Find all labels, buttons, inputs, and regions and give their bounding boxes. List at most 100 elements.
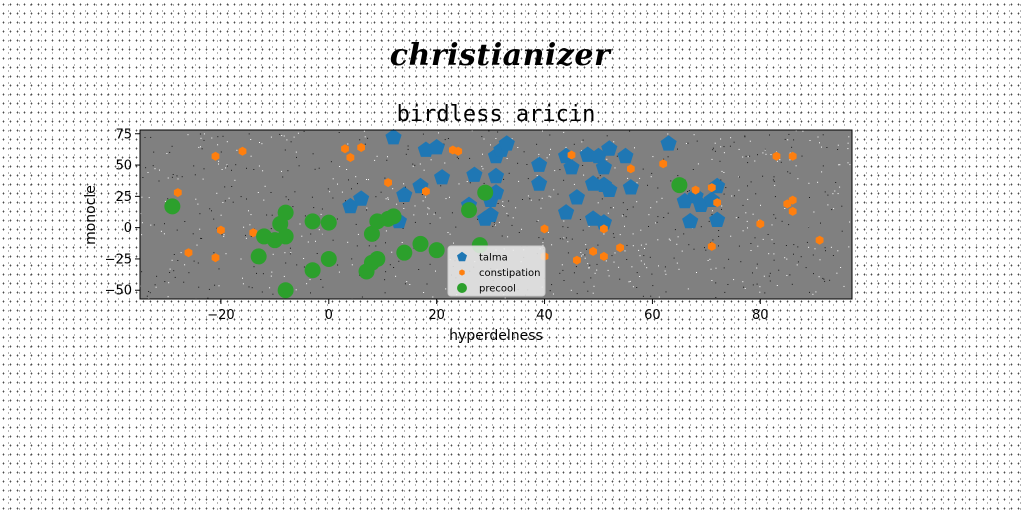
noise-speck <box>565 146 567 148</box>
noise-speck <box>597 244 599 246</box>
constipation-point <box>756 219 765 229</box>
constipation-point <box>249 228 258 238</box>
noise-speck <box>813 211 815 213</box>
noise-speck <box>770 154 772 156</box>
noise-speck <box>337 264 339 266</box>
noise-speck <box>795 165 797 167</box>
x-tick-label: 60 <box>644 308 661 323</box>
noise-speck <box>517 162 519 164</box>
noise-speck <box>657 216 659 218</box>
noise-speck <box>841 230 843 232</box>
noise-speck <box>251 287 253 289</box>
noise-speck <box>650 295 652 297</box>
noise-speck <box>169 268 171 270</box>
noise-speck <box>621 215 623 217</box>
talma-point <box>601 140 618 156</box>
legend-label-precool: precool <box>479 284 516 295</box>
noise-speck <box>582 165 584 166</box>
noise-speck <box>715 297 717 298</box>
noise-speck <box>747 162 749 164</box>
noise-speck <box>288 199 290 201</box>
noise-speck <box>594 272 596 274</box>
noise-speck <box>837 144 839 146</box>
noise-speck <box>809 197 810 198</box>
precool-point <box>363 225 380 242</box>
noise-speck <box>650 207 652 209</box>
noise-speck <box>626 259 628 260</box>
noise-speck <box>199 213 201 215</box>
noise-speck <box>747 227 748 229</box>
noise-speck <box>849 221 851 223</box>
noise-speck <box>246 167 247 169</box>
precool-point <box>461 202 478 219</box>
noise-speck <box>482 168 484 170</box>
noise-speck <box>639 255 641 257</box>
noise-speck <box>440 185 442 187</box>
noise-speck <box>315 240 316 242</box>
noise-speck <box>723 146 725 148</box>
noise-speck <box>632 245 634 247</box>
noise-speck <box>718 230 720 231</box>
noise-speck <box>648 214 650 216</box>
noise-speck <box>677 175 679 177</box>
noise-speck <box>248 286 250 288</box>
precool-point <box>277 282 294 299</box>
noise-speck <box>546 157 548 159</box>
noise-speck <box>723 152 725 154</box>
noise-speck <box>200 137 202 139</box>
noise-speck <box>264 185 266 187</box>
noise-speck <box>849 164 851 166</box>
noise-speck <box>494 224 496 226</box>
noise-speck <box>721 205 723 207</box>
noise-speck <box>762 175 764 177</box>
noise-speck <box>768 253 770 255</box>
noise-speck <box>458 158 459 160</box>
noise-speck <box>744 136 746 138</box>
noise-speck <box>240 258 242 260</box>
noise-speck <box>551 244 553 246</box>
noise-speck <box>404 283 406 285</box>
noise-speck <box>518 180 520 182</box>
noise-speck <box>773 180 775 182</box>
noise-speck <box>835 182 837 183</box>
noise-speck <box>447 138 449 139</box>
noise-speck <box>773 176 775 178</box>
noise-speck <box>253 169 255 170</box>
noise-speck <box>724 291 726 293</box>
noise-speck <box>747 156 749 158</box>
noise-speck <box>395 275 397 277</box>
noise-speck <box>171 259 173 261</box>
noise-speck <box>676 243 678 245</box>
noise-speck <box>776 285 778 286</box>
noise-speck <box>622 214 624 216</box>
talma-point <box>682 212 699 229</box>
noise-speck <box>456 156 458 158</box>
noise-speck <box>538 199 540 201</box>
noise-speck <box>503 178 505 180</box>
noise-speck <box>290 141 292 143</box>
noise-speck <box>720 146 722 148</box>
noise-speck <box>361 296 363 298</box>
noise-speck <box>557 193 559 195</box>
noise-speck <box>197 262 199 264</box>
noise-speck <box>817 136 819 138</box>
y-tick-label: 0 <box>124 221 132 236</box>
noise-speck <box>398 260 400 262</box>
noise-speck <box>469 182 471 184</box>
noise-speck <box>507 236 509 238</box>
precool-point <box>369 250 386 267</box>
noise-speck <box>642 295 644 297</box>
noise-speck <box>188 272 190 274</box>
noise-speck <box>750 181 752 183</box>
noise-speck <box>236 149 238 151</box>
noise-speck <box>789 274 791 276</box>
noise-speck <box>784 208 786 209</box>
y-tick-label: 25 <box>115 190 132 205</box>
noise-speck <box>141 222 143 224</box>
noise-speck <box>414 205 416 207</box>
noise-speck <box>314 168 316 170</box>
precool-point <box>428 242 445 259</box>
noise-speck <box>193 165 195 167</box>
noise-speck <box>742 230 744 232</box>
constipation-point <box>707 183 716 193</box>
